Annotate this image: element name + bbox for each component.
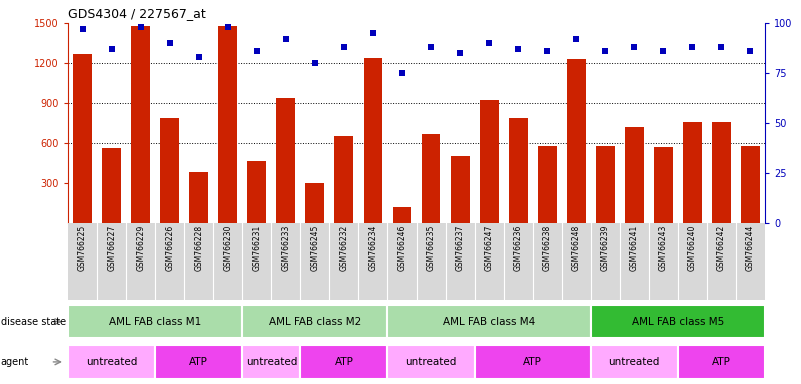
Point	[105, 46, 118, 52]
Point	[715, 44, 728, 50]
Text: AML FAB class M4: AML FAB class M4	[443, 316, 535, 327]
Bar	[480, 100, 498, 223]
Point	[192, 54, 205, 60]
Text: GSM766248: GSM766248	[572, 225, 581, 271]
Point	[163, 40, 176, 46]
Text: GSM766233: GSM766233	[281, 225, 290, 271]
Bar	[68, 305, 242, 338]
Text: ATP: ATP	[335, 357, 353, 367]
Point	[396, 70, 409, 76]
Text: untreated: untreated	[86, 357, 137, 367]
Text: GSM766246: GSM766246	[397, 225, 406, 271]
Point	[599, 48, 612, 54]
Text: GDS4304 / 227567_at: GDS4304 / 227567_at	[68, 7, 206, 20]
Text: AML FAB class M1: AML FAB class M1	[109, 316, 201, 327]
Point	[308, 60, 321, 66]
Bar	[103, 148, 121, 223]
Text: GSM766232: GSM766232	[340, 225, 348, 271]
Point	[251, 48, 264, 54]
Text: AML FAB class M5: AML FAB class M5	[632, 316, 724, 327]
Text: GSM766231: GSM766231	[252, 225, 261, 271]
Bar	[451, 156, 469, 223]
Bar	[248, 162, 266, 223]
Point	[453, 50, 466, 56]
Text: GSM766240: GSM766240	[688, 225, 697, 271]
Text: GSM766238: GSM766238	[543, 225, 552, 271]
Point	[744, 48, 757, 54]
Text: GSM766229: GSM766229	[136, 225, 145, 271]
Bar	[300, 345, 388, 379]
Point	[425, 44, 437, 50]
Bar	[68, 345, 155, 379]
Bar	[155, 345, 242, 379]
Text: GSM766241: GSM766241	[630, 225, 638, 271]
Text: ATP: ATP	[712, 357, 731, 367]
Point	[280, 36, 292, 42]
Point	[135, 24, 147, 30]
Bar	[712, 122, 731, 223]
Bar	[392, 207, 412, 223]
Bar	[219, 26, 237, 223]
Point	[657, 48, 670, 54]
Point	[512, 46, 525, 52]
Point	[570, 36, 582, 42]
Text: untreated: untreated	[405, 357, 457, 367]
Point	[221, 24, 234, 30]
Text: GSM766242: GSM766242	[717, 225, 726, 271]
Text: untreated: untreated	[246, 357, 297, 367]
Text: GSM766247: GSM766247	[485, 225, 493, 271]
Bar	[567, 59, 586, 223]
Bar	[160, 118, 179, 223]
Text: GSM766235: GSM766235	[427, 225, 436, 271]
Point	[76, 26, 89, 32]
Text: GSM766228: GSM766228	[195, 225, 203, 271]
Text: AML FAB class M2: AML FAB class M2	[269, 316, 361, 327]
Bar	[364, 58, 382, 223]
Point	[686, 44, 698, 50]
Bar	[131, 26, 150, 223]
Point	[628, 44, 641, 50]
Bar	[335, 136, 353, 223]
Text: GSM766227: GSM766227	[107, 225, 116, 271]
Text: GSM766225: GSM766225	[78, 225, 87, 271]
Text: GSM766237: GSM766237	[456, 225, 465, 271]
Bar	[305, 183, 324, 223]
Bar	[654, 147, 673, 223]
Text: untreated: untreated	[609, 357, 660, 367]
Bar	[73, 54, 92, 223]
Bar	[421, 134, 441, 223]
Bar	[596, 146, 614, 223]
Bar	[537, 146, 557, 223]
Bar	[683, 122, 702, 223]
Point	[367, 30, 380, 36]
Text: agent: agent	[1, 357, 29, 367]
Bar	[276, 98, 296, 223]
Bar	[388, 305, 590, 338]
Bar	[509, 118, 528, 223]
Bar	[242, 345, 300, 379]
Text: GSM766244: GSM766244	[746, 225, 755, 271]
Bar	[741, 146, 760, 223]
Text: GSM766234: GSM766234	[368, 225, 377, 271]
Text: GSM766239: GSM766239	[601, 225, 610, 271]
Bar	[189, 172, 208, 223]
Text: disease state: disease state	[1, 316, 66, 327]
Text: GSM766243: GSM766243	[659, 225, 668, 271]
Point	[483, 40, 496, 46]
Text: GSM766236: GSM766236	[513, 225, 522, 271]
Text: GSM766230: GSM766230	[223, 225, 232, 271]
Text: ATP: ATP	[523, 357, 542, 367]
Bar	[590, 305, 765, 338]
Bar	[678, 345, 765, 379]
Text: ATP: ATP	[189, 357, 208, 367]
Bar	[388, 345, 474, 379]
Bar	[474, 345, 590, 379]
Text: GSM766226: GSM766226	[165, 225, 174, 271]
Text: GSM766245: GSM766245	[311, 225, 320, 271]
Bar	[242, 305, 388, 338]
Point	[541, 48, 553, 54]
Bar	[625, 127, 644, 223]
Point	[337, 44, 350, 50]
Bar	[590, 345, 678, 379]
